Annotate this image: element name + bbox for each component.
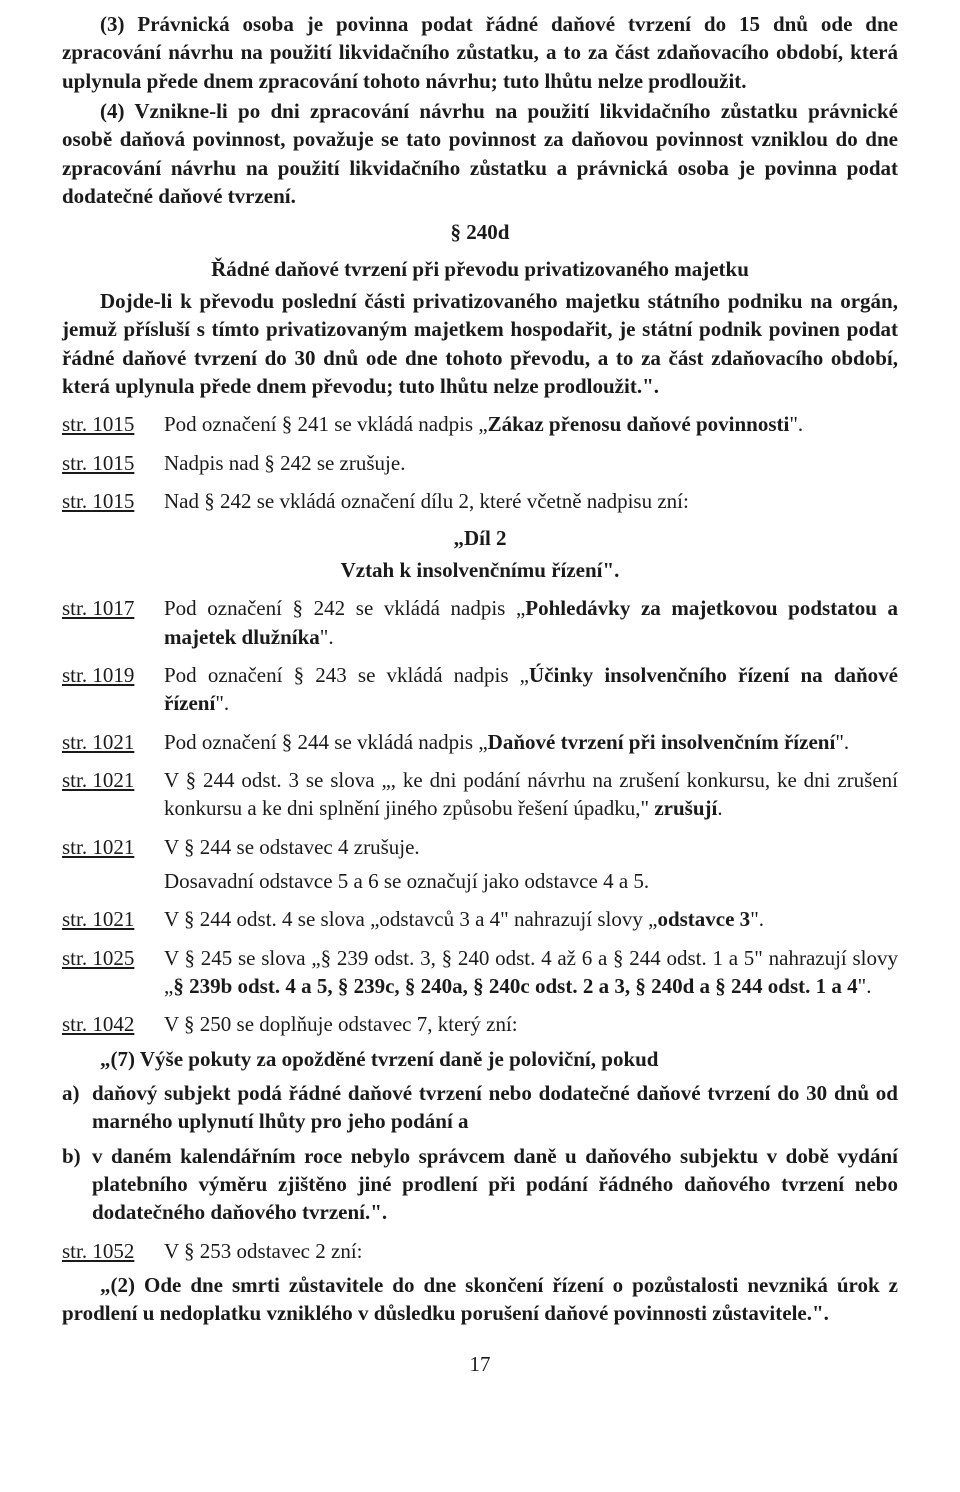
amendment-row: str. 1021 V § 244 odst. 4 se slova „odst… <box>62 905 898 933</box>
amendment-text: Nadpis nad § 242 se zrušuje. <box>164 449 898 477</box>
amendment-row: str. 1021 V § 244 odst. 3 se slova „, ke… <box>62 766 898 823</box>
page-ref: str. 1025 <box>62 944 164 972</box>
page-ref: str. 1015 <box>62 410 164 438</box>
quote-odst-2: „(2) Ode dne smrti zůstavitele do dne sk… <box>62 1271 898 1328</box>
page-number: 17 <box>62 1350 898 1378</box>
amendment-text: V § 253 odstavec 2 zní: <box>164 1237 898 1265</box>
section-240d-body: Dojde-li k převodu poslední části privat… <box>62 287 898 400</box>
amendment-row: str. 1015 Nadpis nad § 242 se zrušuje. <box>62 449 898 477</box>
list-text: daňový subjekt podá řádné daňové tvrzení… <box>92 1079 898 1136</box>
quote-odst-7: „(7) Výše pokuty za opožděné tvrzení dan… <box>62 1045 898 1073</box>
list-text: v daném kalendářním roce nebylo správcem… <box>92 1142 898 1227</box>
amendment-text: V § 250 se doplňuje odstavec 7, který zn… <box>164 1010 898 1038</box>
list-marker: b) <box>62 1142 92 1227</box>
amendment-row: str. 1021 Pod označení § 244 se vkládá n… <box>62 728 898 756</box>
amendment-text: Pod označení § 241 se vkládá nadpis „Zák… <box>164 410 898 438</box>
amendment-row: str. 1015 Nad § 242 se vkládá označení d… <box>62 487 898 515</box>
dil-2-heading-a: „Díl 2 <box>62 524 898 552</box>
page-ref: str. 1021 <box>62 833 164 861</box>
amendment-text: V § 245 se slova „§ 239 odst. 3, § 240 o… <box>164 944 898 1001</box>
page-ref: str. 1015 <box>62 487 164 515</box>
page-ref: str. 1021 <box>62 905 164 933</box>
section-240d-number: § 240d <box>62 218 898 246</box>
amendment-text: V § 244 odst. 4 se slova „odstavců 3 a 4… <box>164 905 898 933</box>
amendment-text: Pod označení § 242 se vkládá nadpis „Poh… <box>164 594 898 651</box>
amendment-row: str. 1025 V § 245 se slova „§ 239 odst. … <box>62 944 898 1001</box>
page-ref: str. 1021 <box>62 766 164 794</box>
page-ref: str. 1019 <box>62 661 164 689</box>
amendment-text: Pod označení § 244 se vkládá nadpis „Daň… <box>164 728 898 756</box>
list-marker: a) <box>62 1079 92 1136</box>
section-240d-title: Řádné daňové tvrzení při převodu privati… <box>62 255 898 283</box>
amendment-row: str. 1042 V § 250 se doplňuje odstavec 7… <box>62 1010 898 1038</box>
amendment-text: Nad § 242 se vkládá označení dílu 2, kte… <box>164 487 898 515</box>
page-ref: str. 1017 <box>62 594 164 622</box>
amendment-row: str. 1019 Pod označení § 243 se vkládá n… <box>62 661 898 718</box>
amendment-text: Pod označení § 243 se vkládá nadpis „Úči… <box>164 661 898 718</box>
list-item-a: a) daňový subjekt podá řádné daňové tvrz… <box>62 1079 898 1136</box>
amendment-row: str. 1017 Pod označení § 242 se vkládá n… <box>62 594 898 651</box>
amendment-text: V § 244 odst. 3 se slova „, ke dni podán… <box>164 766 898 823</box>
list-item-b: b) v daném kalendářním roce nebylo správ… <box>62 1142 898 1227</box>
page-ref: str. 1042 <box>62 1010 164 1038</box>
amendment-continuation: Dosavadní odstavce 5 a 6 se označují jak… <box>164 867 898 895</box>
page-ref: str. 1021 <box>62 728 164 756</box>
amendment-row: str. 1052 V § 253 odstavec 2 zní: <box>62 1237 898 1265</box>
amendment-text: V § 244 se odstavec 4 zrušuje. Dosavadní… <box>164 833 898 896</box>
dil-2-heading-b: Vztah k insolvenčnímu řízení". <box>62 556 898 584</box>
paragraph-4: (4) Vznikne-li po dni zpracování návrhu … <box>62 97 898 210</box>
amendment-row: str. 1021 V § 244 se odstavec 4 zrušuje.… <box>62 833 898 896</box>
paragraph-3: (3) Právnická osoba je povinna podat řád… <box>62 10 898 95</box>
amendment-row: str. 1015 Pod označení § 241 se vkládá n… <box>62 410 898 438</box>
page-ref: str. 1052 <box>62 1237 164 1265</box>
page-ref: str. 1015 <box>62 449 164 477</box>
